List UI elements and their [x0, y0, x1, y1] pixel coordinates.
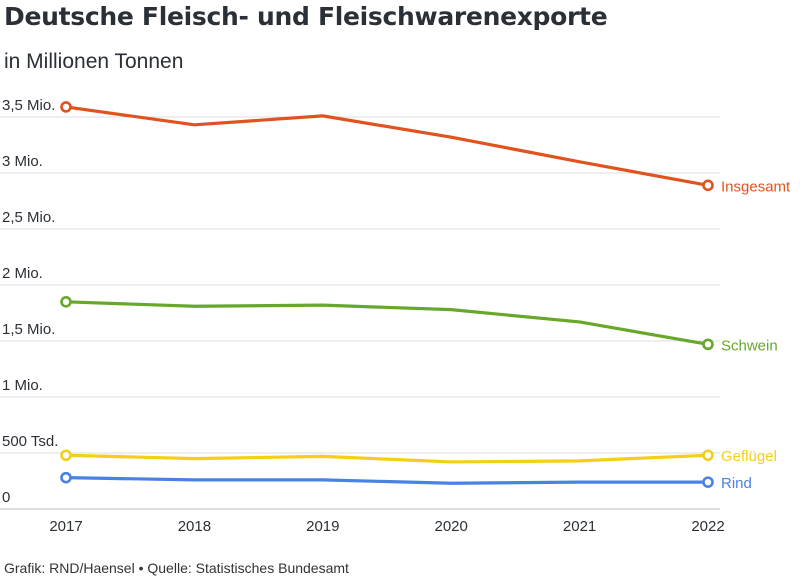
series-label: Schwein: [721, 337, 778, 354]
series-line: [64, 300, 710, 346]
y-tick-label: 3 Mio.: [2, 153, 43, 170]
series-endpoint-marker: [702, 449, 714, 462]
series-line: [64, 453, 710, 464]
y-tick-label: 1 Mio.: [2, 377, 43, 394]
y-tick-label: 3,5 Mio.: [2, 97, 55, 114]
y-tick-label: 2 Mio.: [2, 265, 43, 282]
y-tick-label: 0: [2, 489, 10, 506]
y-tick-label: 1,5 Mio.: [2, 321, 55, 338]
y-tick-label: 2,5 Mio.: [2, 209, 55, 226]
x-tick-label: 2020: [435, 518, 468, 535]
series-endpoint-marker: [60, 295, 72, 308]
chart-title: Deutsche Fleisch- und Fleischwarenexport…: [4, 2, 608, 31]
series-line: [64, 476, 710, 485]
x-tick-label: 2022: [691, 518, 724, 535]
series-endpoint-marker: [702, 476, 714, 488]
series-label: Rind: [721, 475, 752, 492]
series-endpoint-marker: [702, 338, 714, 351]
series-endpoint-marker: [60, 101, 72, 113]
chart-footer: Grafik: RND/Haensel • Quelle: Statistisc…: [4, 560, 349, 576]
series-endpoint-marker: [60, 449, 72, 462]
y-tick-label: 500 Tsd.: [2, 433, 58, 450]
series-endpoint-marker: [60, 471, 72, 484]
series-label: Geflügel: [721, 448, 777, 465]
x-tick-label: 2021: [563, 518, 596, 535]
x-tick-label: 2018: [178, 518, 211, 535]
series-label: Insgesamt: [721, 178, 791, 195]
series-endpoint-marker: [702, 179, 714, 192]
series-line: [64, 105, 710, 187]
x-tick-label: 2019: [306, 518, 339, 535]
x-tick-label: 2017: [49, 518, 82, 535]
chart-subtitle: in Millionen Tonnen: [4, 50, 184, 73]
